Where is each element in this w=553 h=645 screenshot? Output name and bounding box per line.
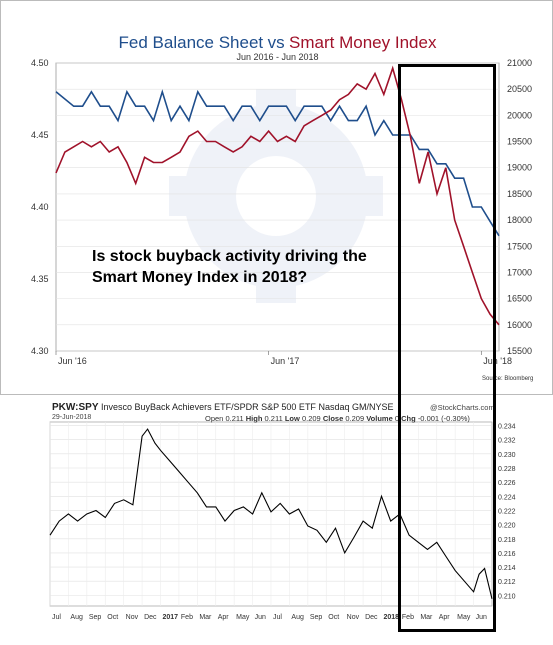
bottom-x-tick-label: Feb <box>402 614 414 621</box>
bottom-x-tick-label: Dec <box>144 614 157 621</box>
chg-label: Chg <box>401 414 416 423</box>
bottom-y-tick-label: 0.224 <box>498 494 516 501</box>
smart-money-index-line <box>55 65 500 326</box>
top-chart-grid <box>55 62 500 352</box>
bottom-y-tick-label: 0.210 <box>498 593 516 600</box>
bottom-y-tick-label: 0.222 <box>498 508 516 515</box>
right-axis-tick-label: 19500 <box>507 137 532 147</box>
volume-label: Volume <box>366 414 393 423</box>
chart-date: 29-Jun-2018 <box>52 414 92 421</box>
bottom-x-tick-label: Mar <box>420 614 433 621</box>
top-chart-svg: 4.30 4.35 4.40 4.45 4.50 15500 16000 16500 1700… <box>31 58 532 366</box>
volume-value: 0 <box>394 414 400 423</box>
right-axis-tick-label: 17000 <box>507 267 532 277</box>
right-axis-tick-label: 18000 <box>507 215 532 225</box>
bottom-x-axis: Jul Aug Sep Oct Nov Dec 2017 Feb Mar Apr May Jun Jul… <box>52 614 487 621</box>
exchange-label: Nasdaq GM/NYSE <box>318 402 394 412</box>
bottom-x-tick-label: Sep <box>310 614 323 621</box>
bottom-x-tick-label: Sep <box>89 614 102 621</box>
top-left-axis: 4.30 4.35 4.40 4.45 4.50 <box>31 58 49 356</box>
right-axis-tick-label: 19000 <box>507 163 532 173</box>
bottom-y-tick-label: 0.212 <box>498 579 516 586</box>
bottom-x-tick-label: Dec <box>365 614 378 621</box>
stockcharts-brand: @StockCharts.com <box>430 403 495 412</box>
low-label: Low <box>284 414 300 423</box>
pkw-spy-chart-panel: 0.210 0.212 0.214 0.216 0.218 0.220 0.222 0.224… <box>0 398 553 640</box>
left-axis-tick-label: 4.35 <box>31 274 49 284</box>
bottom-y-tick-label: 0.218 <box>498 537 516 544</box>
high-label: High <box>245 414 263 423</box>
open-value: 0.211 <box>225 414 244 423</box>
bottom-x-tick-label: Nov <box>347 614 360 621</box>
title-fed-balance-sheet: Fed Balance Sheet <box>118 33 264 52</box>
bottom-x-tick-label: Apr <box>439 614 451 621</box>
bottom-x-tick-label: Oct <box>107 614 118 621</box>
callout-question: Is stock buyback activity driving the Sm… <box>92 246 392 288</box>
bottom-x-tick-label: Jul <box>273 614 282 621</box>
bottom-x-tick-label: May <box>457 614 471 621</box>
fed-balance-sheet-line <box>55 89 500 237</box>
x-axis-tick-label: Jun '16 <box>58 356 87 366</box>
top-x-axis: Jun '16 Jun '17 Jun '18 <box>55 351 512 366</box>
right-axis-tick-label: 16500 <box>507 294 532 304</box>
bottom-x-tick-label: Nov <box>126 614 139 621</box>
bottom-x-tick-label: Aug <box>291 614 304 621</box>
chg-value: -0.001 (-0.30%) <box>417 414 470 423</box>
title-smart-money-index: Smart Money Index <box>289 33 437 52</box>
title-vs: vs <box>267 33 285 52</box>
highlight-box-2018 <box>398 64 496 632</box>
low-value: 0.209 <box>301 414 321 423</box>
high-value: 0.211 <box>264 414 283 423</box>
left-axis-tick-label: 4.50 <box>31 58 49 68</box>
symbol-label: PKW:SPY <box>52 402 99 413</box>
x-axis-tick-label: Jun '17 <box>271 356 300 366</box>
bottom-right-axis: 0.210 0.212 0.214 0.216 0.218 0.220 0.222 0.224… <box>498 424 516 601</box>
bottom-x-tick-label: Jul <box>52 614 61 621</box>
bottom-y-tick-label: 0.234 <box>498 424 516 431</box>
bottom-x-tick-label: 2017 <box>163 614 179 621</box>
source-label: Source: Bloomberg <box>482 376 534 382</box>
symbol-description: Invesco BuyBack Achievers ETF/SPDR S&P 5… <box>101 402 316 412</box>
bottom-y-tick-label: 0.228 <box>498 466 516 473</box>
bottom-y-tick-label: 0.232 <box>498 438 516 445</box>
right-axis-tick-label: 20500 <box>507 84 532 94</box>
bottom-x-tick-label: Apr <box>218 614 230 621</box>
bottom-x-tick-label: Feb <box>181 614 193 621</box>
bottom-x-tick-label: 2018 <box>384 614 400 621</box>
right-axis-tick-label: 21000 <box>507 58 532 68</box>
callout-line-2: Smart Money Index in 2018? <box>92 269 308 286</box>
right-axis-tick-label: 15500 <box>507 346 532 356</box>
pkw-spy-ratio-line <box>49 428 493 600</box>
bottom-x-tick-label: Aug <box>70 614 83 621</box>
bottom-y-tick-label: 0.226 <box>498 480 516 487</box>
left-axis-tick-label: 4.45 <box>31 130 49 140</box>
bottom-chart-header: PKW:SPY Invesco BuyBack Achievers ETF/SP… <box>52 402 393 413</box>
bottom-x-tick-label: Oct <box>328 614 339 621</box>
close-value: 0.209 <box>345 414 365 423</box>
top-right-axis: 15500 16000 16500 17000 17500 18000 18500 19000… <box>507 58 532 356</box>
bottom-chart-svg: 0.210 0.212 0.214 0.216 0.218 0.220 0.222 0.224… <box>49 421 516 621</box>
right-axis-tick-label: 20000 <box>507 110 532 120</box>
bottom-y-tick-label: 0.230 <box>498 452 516 459</box>
top-chart-title: Fed Balance Sheet vs Smart Money Index <box>1 33 553 53</box>
open-label: Open <box>205 414 224 423</box>
right-axis-tick-label: 18500 <box>507 189 532 199</box>
right-axis-tick-label: 16000 <box>507 320 532 330</box>
left-axis-tick-label: 4.40 <box>31 202 49 212</box>
x-axis-tick-label: Jun '18 <box>483 356 512 366</box>
top-chart-subtitle: Jun 2016 - Jun 2018 <box>236 52 319 62</box>
bottom-x-tick-label: Jun <box>476 614 487 621</box>
ohlc-readout: Open 0.211 High 0.211 Low 0.209 Close 0.… <box>205 414 470 423</box>
bottom-x-tick-label: May <box>236 614 250 621</box>
bottom-y-tick-label: 0.214 <box>498 565 516 572</box>
bottom-y-tick-label: 0.220 <box>498 523 516 530</box>
close-label: Close <box>322 414 344 423</box>
bottom-y-tick-label: 0.216 <box>498 551 516 558</box>
right-axis-tick-label: 17500 <box>507 241 532 251</box>
bottom-x-tick-label: Mar <box>199 614 212 621</box>
left-axis-tick-label: 4.30 <box>31 346 49 356</box>
callout-line-1: Is stock buyback activity driving the <box>92 248 367 265</box>
bottom-x-tick-label: Jun <box>255 614 266 621</box>
